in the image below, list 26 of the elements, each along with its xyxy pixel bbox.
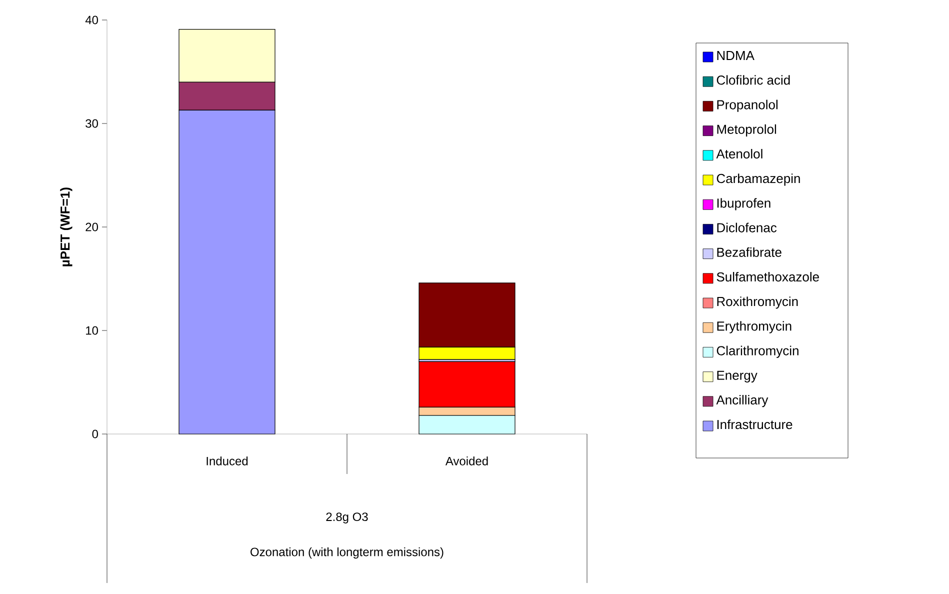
legend-label: Atenolol bbox=[716, 148, 762, 159]
legend-label: Erythromycin bbox=[717, 321, 792, 334]
legend-label: Carbamazepin bbox=[716, 174, 800, 186]
legend-label: Bezafibrate bbox=[717, 247, 782, 257]
legend-label: NDMA bbox=[717, 51, 754, 60]
legend-label: Diclofenac bbox=[717, 222, 777, 232]
y-tick-label: 0 bbox=[92, 430, 98, 438]
y-tick-label: 10 bbox=[86, 326, 98, 335]
text: Ozonation (with longterm emissions) bbox=[250, 547, 444, 559]
y-tick-label: 30 bbox=[86, 119, 98, 128]
legend-label: Sulfamethoxazole bbox=[716, 272, 819, 282]
legend-label: Propanolol bbox=[717, 100, 778, 112]
y-tick-label: 20 bbox=[86, 222, 98, 232]
y-axis-title: µPET (WF=1) bbox=[60, 188, 72, 266]
legend-label: Energy bbox=[717, 370, 758, 382]
text: 2.8g O3 bbox=[326, 512, 368, 524]
x-tick-label: Induced bbox=[206, 456, 248, 466]
legend-label: Ibuprofen bbox=[717, 198, 770, 210]
x-tick-label: Avoided bbox=[445, 456, 488, 466]
y-tick-label: 40 bbox=[85, 16, 98, 24]
legend-label: Clarithromycin bbox=[716, 346, 798, 358]
legend-label: Clofibric acid bbox=[716, 75, 790, 85]
legend-label: Roxithromycin bbox=[717, 296, 798, 309]
legend-label: Ancilliary bbox=[716, 394, 768, 408]
legend-label: Infrastructure bbox=[717, 420, 792, 430]
legend-label: Metoprolol bbox=[717, 124, 776, 136]
